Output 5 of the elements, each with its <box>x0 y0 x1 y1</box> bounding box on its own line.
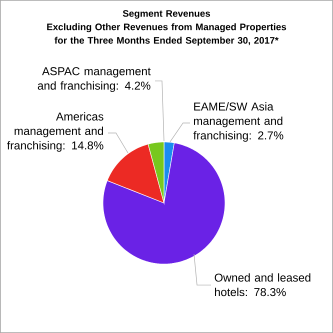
slice-label: Americas management and franchising: 14.8% <box>7 112 104 152</box>
slice-label: Owned and leased hotels: 78.3% <box>214 273 310 296</box>
chart-title: Segment Revenues Excluding Other Revenues from Managed Properties for the Three Months Ended September 30, 2017* <box>47 10 286 46</box>
slice-label: ASPAC management and franchising: 4.2% <box>38 67 151 92</box>
slice-label: EAME/SW Asia management and franchising: 2.7% <box>193 102 284 142</box>
